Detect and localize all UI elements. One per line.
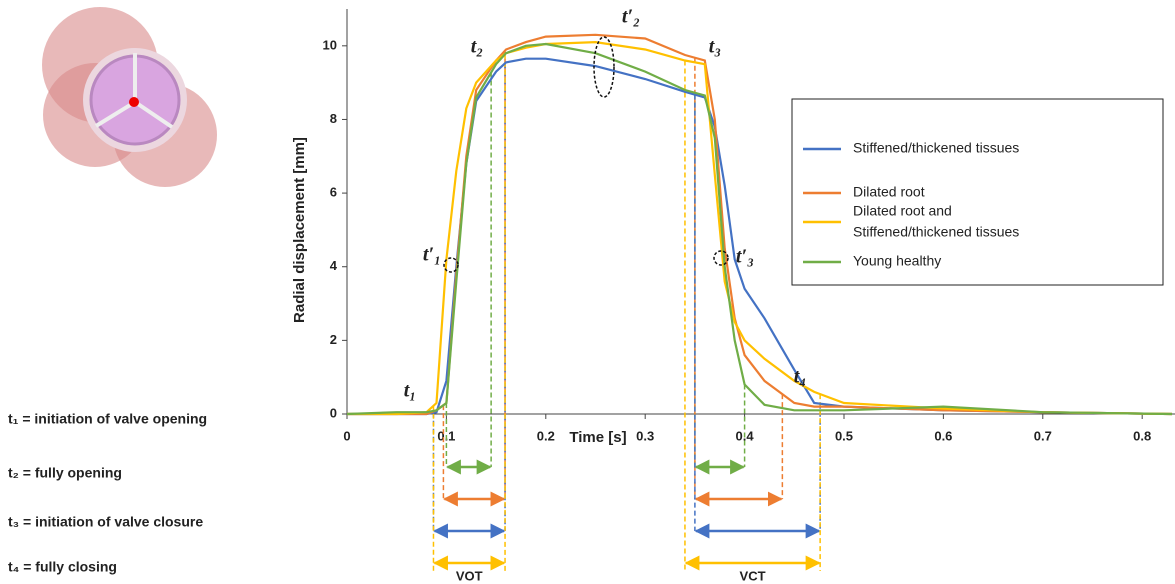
y-axis-label: Radial displacement [mm] <box>291 137 308 323</box>
x-tick-label: 0.6 <box>934 428 952 443</box>
x-tick-label: 0.5 <box>835 428 853 443</box>
x-tick-label: 0.3 <box>636 428 654 443</box>
annotation-circle <box>713 250 729 266</box>
annotation: t₂ <box>471 36 484 58</box>
definition: t₄ = fully closing <box>8 559 117 575</box>
definition: t₁ = initiation of valve opening <box>8 411 207 427</box>
interval-label: VCT <box>740 568 766 583</box>
legend-label: Dilated root and Stiffened/thickened tiss… <box>853 202 1019 239</box>
y-tick-label: 0 <box>330 405 337 420</box>
legend-label: Stiffened/thickened tissues <box>853 140 1019 156</box>
annotation-circle <box>443 257 459 273</box>
y-tick-label: 4 <box>330 258 338 273</box>
annotation: t′₃ <box>736 246 754 268</box>
y-tick-label: 2 <box>330 332 337 347</box>
valve-illustration <box>42 7 217 187</box>
y-tick-label: 10 <box>323 37 337 52</box>
series-line <box>346 42 1173 416</box>
annotation: t′₂ <box>622 6 640 28</box>
interval-label: VOT <box>456 568 483 583</box>
x-axis-label: Time [s] <box>569 429 626 446</box>
series-line <box>347 40 1173 416</box>
annotation-ellipse <box>593 36 615 98</box>
x-tick-label: 0 <box>343 428 350 443</box>
x-tick-label: 0.7 <box>1034 428 1052 443</box>
legend-label: Young healthy <box>853 253 941 269</box>
legend-box <box>791 98 1164 286</box>
annotation: t₁ <box>404 380 417 402</box>
annotation: t′₁ <box>423 244 441 266</box>
x-tick-label: 0.2 <box>537 428 555 443</box>
x-tick-label: 0.8 <box>1133 428 1151 443</box>
series-line <box>347 57 1173 416</box>
definition: t₂ = fully opening <box>8 465 122 481</box>
annotation: t₄ <box>794 366 807 388</box>
y-tick-label: 6 <box>330 185 337 200</box>
annotation: t₃ <box>709 36 722 58</box>
definition: t₃ = initiation of valve closure <box>8 514 203 530</box>
y-tick-label: 8 <box>330 111 337 126</box>
legend-label: Dilated root <box>853 184 925 200</box>
